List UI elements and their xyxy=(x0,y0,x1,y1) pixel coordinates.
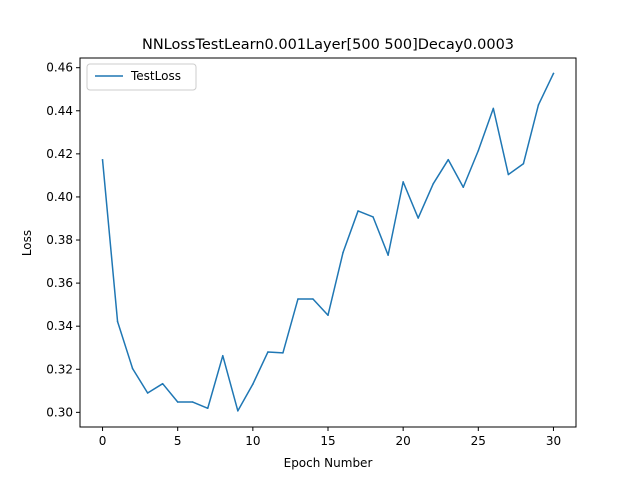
x-axis-title: Epoch Number xyxy=(284,456,373,470)
data-point xyxy=(432,183,434,185)
series-line-testloss xyxy=(101,72,555,412)
legend: TestLoss xyxy=(86,63,197,91)
data-point xyxy=(357,210,359,212)
plot-frame xyxy=(79,57,577,428)
data-point xyxy=(552,72,555,75)
y-tick-label: 0.46 xyxy=(46,61,73,75)
data-point xyxy=(161,382,164,385)
data-point xyxy=(207,407,209,410)
x-axis: 0 5 10 15 20 25 30 xyxy=(99,427,561,448)
data-point xyxy=(417,217,419,219)
y-axis: 0.30 0.32 0.34 0.36 0.38 0.40 0.42 0.44 0.46 xyxy=(46,61,80,419)
data-point xyxy=(237,410,239,412)
data-point xyxy=(312,298,314,300)
data-point xyxy=(101,159,104,161)
y-tick-label: 0.44 xyxy=(46,104,73,118)
x-tick-label: 0 xyxy=(99,434,107,448)
x-tick-label: 25 xyxy=(471,434,486,448)
y-tick-label: 0.32 xyxy=(46,362,73,376)
data-point xyxy=(447,158,449,161)
data-point xyxy=(252,383,254,385)
data-point xyxy=(522,163,525,165)
data-point xyxy=(342,251,344,254)
data-point xyxy=(282,352,284,354)
data-point xyxy=(297,298,299,300)
y-tick-label: 0.42 xyxy=(46,147,73,161)
data-point xyxy=(222,354,224,357)
y-tick-label: 0.38 xyxy=(46,233,73,247)
y-tick-label: 0.30 xyxy=(46,405,73,419)
x-tick-label: 20 xyxy=(396,434,411,448)
chart-title: NNLossTestLearn0.001Layer[500 500]Decay0… xyxy=(142,37,514,53)
series-layer xyxy=(101,72,555,412)
x-tick-label: 10 xyxy=(245,434,260,448)
x-tick-label: 15 xyxy=(320,434,335,448)
y-tick-label: 0.40 xyxy=(46,190,73,204)
y-axis-title: Loss xyxy=(20,230,34,256)
data-point xyxy=(537,104,540,106)
x-tick-label: 5 xyxy=(174,434,182,448)
data-point xyxy=(477,149,480,152)
data-point xyxy=(116,320,119,323)
data-point xyxy=(402,181,404,183)
data-point xyxy=(387,254,389,256)
data-point xyxy=(507,173,510,176)
plot-area xyxy=(79,57,577,428)
legend-box xyxy=(86,63,197,91)
data-point xyxy=(372,216,374,218)
x-tick-label: 30 xyxy=(546,434,561,448)
data-point xyxy=(462,186,465,188)
data-point xyxy=(131,367,134,370)
data-point xyxy=(176,401,179,403)
data-point xyxy=(191,401,194,403)
data-point xyxy=(492,107,495,110)
y-tick-label: 0.36 xyxy=(46,276,73,290)
data-point xyxy=(327,314,329,316)
data-point xyxy=(146,392,149,394)
data-point xyxy=(267,351,269,353)
y-tick-label: 0.34 xyxy=(46,319,73,333)
legend-label-testloss: TestLoss xyxy=(130,69,181,83)
